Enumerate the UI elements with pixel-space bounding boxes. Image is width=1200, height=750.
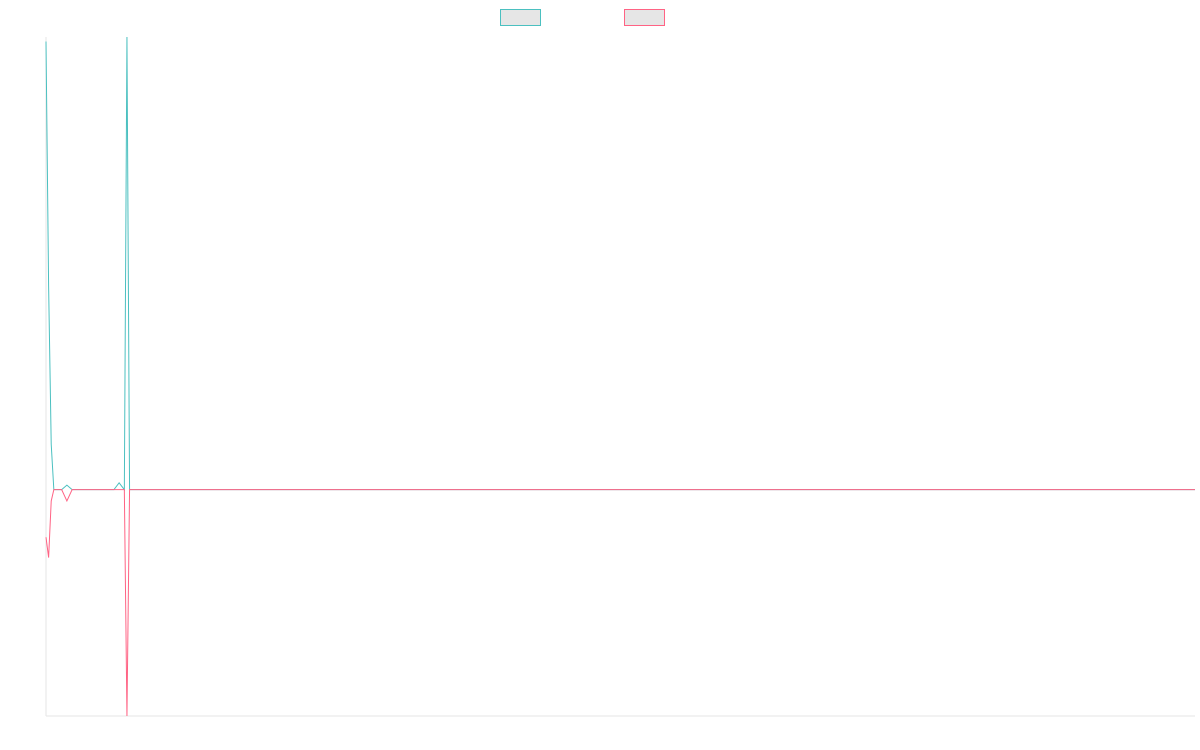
series-line-1: [45, 36, 1195, 492]
series-layer: [45, 36, 1195, 717]
legend-swatch-2[interactable]: [624, 9, 665, 26]
legend-swatch-1[interactable]: [500, 9, 541, 26]
axes: [45, 37, 1195, 717]
series-line-2: [45, 489, 1195, 717]
legend[interactable]: [500, 9, 665, 26]
